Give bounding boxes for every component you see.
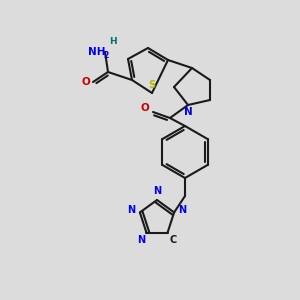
Text: O: O bbox=[82, 77, 90, 87]
Text: H: H bbox=[109, 37, 117, 46]
Text: N: N bbox=[137, 235, 145, 245]
Text: N: N bbox=[127, 205, 135, 215]
Text: O: O bbox=[141, 103, 149, 113]
Text: NH: NH bbox=[88, 47, 106, 57]
Text: 2: 2 bbox=[103, 52, 109, 61]
Text: N: N bbox=[178, 205, 187, 215]
Text: S: S bbox=[148, 80, 156, 90]
Text: C: C bbox=[169, 235, 176, 245]
Text: N: N bbox=[184, 107, 192, 117]
Text: N: N bbox=[153, 186, 161, 196]
